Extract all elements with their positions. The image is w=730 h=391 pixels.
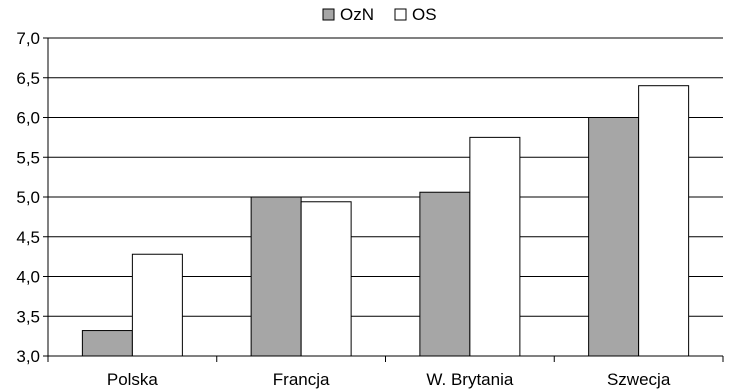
bar-os-3 [638,85,690,357]
y-tick-label: 7,0 [16,29,40,48]
bar-os-2 [469,136,521,357]
x-category-labels: Polska Francja W. Brytania Szwecja [107,370,671,389]
legend-label-ozn: OzN [340,5,374,24]
y-tick-label: 5,5 [16,148,40,167]
bars [81,85,690,357]
y-tick-label: 5,0 [16,188,40,207]
legend-swatch-ozn [322,8,335,21]
y-tick-label: 6,5 [16,69,40,88]
x-category-label: Szwecja [607,370,671,389]
bar-ozn-1 [250,196,302,357]
y-tick-label: 3,0 [16,347,40,366]
y-tick-label: 6,0 [16,109,40,128]
x-category-label: Polska [107,370,159,389]
y-tick-label: 4,0 [16,268,40,287]
legend: OzN OS [322,5,437,24]
bar-os-1 [300,201,352,357]
bar-ozn-3 [588,117,640,357]
legend-label-os: OS [412,5,437,24]
bar-ozn-2 [419,191,471,357]
y-tick-label: 3,5 [16,307,40,326]
y-tick-label: 4,5 [16,228,40,247]
axes [43,37,724,362]
x-category-label: W. Brytania [426,370,513,389]
y-tick-labels: 3,0 3,5 4,0 4,5 5,0 5,5 6,0 6,5 7,0 [16,29,40,366]
legend-swatch-os [394,8,407,21]
x-category-label: Francja [273,370,330,389]
bar-ozn-0 [81,330,133,357]
bar-os-0 [131,253,183,357]
